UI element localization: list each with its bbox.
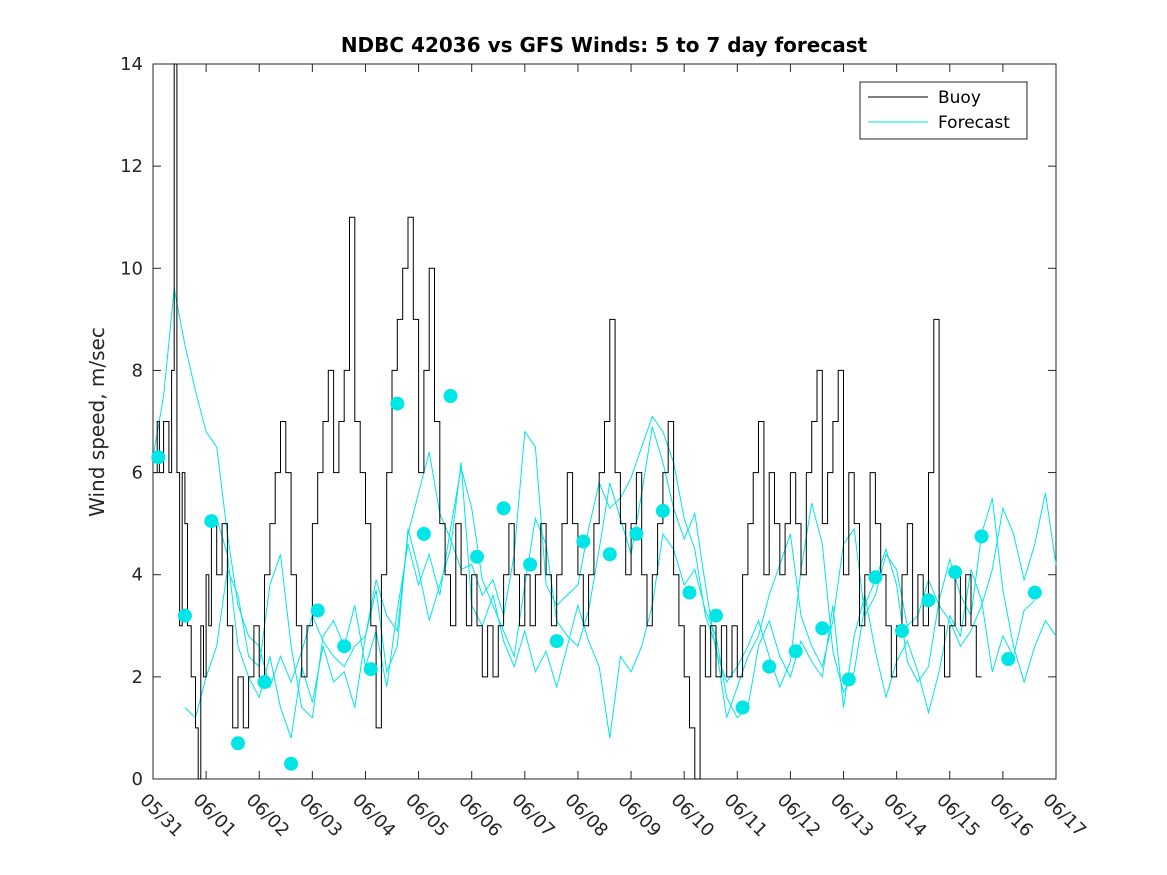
chart-title: NDBC 42036 vs GFS Winds: 5 to 7 day fore… xyxy=(341,33,868,57)
forecast-marker xyxy=(363,662,378,677)
forecast-marker xyxy=(576,534,591,549)
forecast-marker xyxy=(523,557,538,572)
y-tick-label: 14 xyxy=(120,54,143,75)
forecast-marker xyxy=(204,514,219,529)
forecast-marker xyxy=(496,501,511,516)
legend-box xyxy=(859,81,1028,140)
y-tick-label: 6 xyxy=(132,463,143,484)
buoy-line xyxy=(153,63,982,780)
forecast-marker xyxy=(629,526,644,541)
forecast-marker xyxy=(390,396,405,411)
forecast-marker xyxy=(974,529,989,544)
y-tick-label: 12 xyxy=(120,156,143,177)
forecast-series-line xyxy=(152,288,1057,718)
y-tick-label: 0 xyxy=(132,769,143,790)
forecast-marker xyxy=(549,634,564,649)
y-tick-label: 2 xyxy=(132,667,143,688)
forecast-marker xyxy=(921,593,936,608)
forecast-marker xyxy=(337,639,352,654)
forecast-marker xyxy=(788,644,803,659)
forecast-marker xyxy=(655,503,670,518)
legend: Buoy Forecast xyxy=(859,81,1028,140)
buoy-series-line xyxy=(153,63,982,780)
forecast-marker xyxy=(709,608,723,623)
forecast-marker xyxy=(868,570,883,585)
forecast-marker xyxy=(682,585,697,600)
forecast-marker xyxy=(602,547,617,562)
forecast-marker xyxy=(257,675,272,689)
forecast-marker xyxy=(310,603,325,618)
forecast-marker xyxy=(177,608,192,623)
forecast-marker xyxy=(231,736,245,751)
legend-label-buoy: Buoy xyxy=(938,88,981,108)
y-tick-label: 8 xyxy=(132,360,143,381)
forecast-marker xyxy=(443,389,458,403)
forecast-marker xyxy=(815,621,830,636)
forecast-marker xyxy=(284,756,299,771)
forecast-marker xyxy=(948,565,963,580)
legend-label-forecast: Forecast xyxy=(938,113,1010,133)
y-tick-label: 10 xyxy=(120,258,143,279)
forecast-marker xyxy=(762,659,777,674)
forecast-marker xyxy=(416,526,431,541)
y-axis-label: Wind speed, m/sec xyxy=(85,327,109,517)
forecast-marker xyxy=(895,623,909,638)
forecast-marker xyxy=(735,700,750,715)
y-tick-label: 4 xyxy=(132,565,143,586)
forecast-marker xyxy=(470,549,484,564)
forecast-markers xyxy=(151,389,1042,771)
forecast-series-line xyxy=(216,462,1036,739)
forecast-marker xyxy=(841,672,856,687)
forecast-marker xyxy=(151,450,166,465)
forecast-marker xyxy=(1001,652,1016,666)
forecast-marker xyxy=(1027,585,1042,600)
